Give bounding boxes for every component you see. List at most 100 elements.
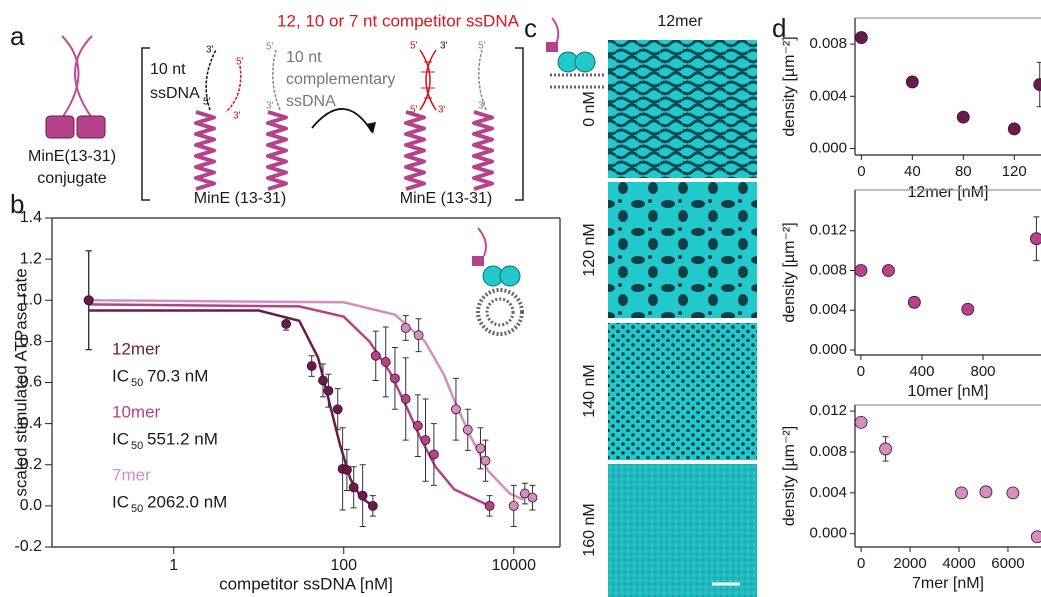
icon-dna [478, 228, 486, 256]
icon-membrane [550, 75, 604, 87]
data-point [1008, 123, 1020, 135]
panel-b-icon [472, 228, 522, 334]
coiled-coil [474, 112, 492, 189]
coiled-coil [406, 112, 424, 189]
y-axis-label-group: density [µm⁻²] [781, 426, 798, 526]
row-label: 0 nM [581, 91, 598, 127]
data-point [324, 386, 333, 395]
diagram-title: 12, 10 or 7 nt competitor ssDNA [277, 11, 520, 30]
legend-ic-value: 70.3 nM [147, 366, 208, 385]
y-axis-label-group: density [µm⁻²] [781, 36, 798, 136]
strand-end: 3' [266, 101, 274, 112]
y-axis-label: density [µm⁻²] [781, 222, 798, 322]
coiled-coil [196, 112, 214, 189]
conjugate-strands [62, 36, 92, 118]
icon-mine [546, 42, 558, 52]
strand-end: 5' [410, 105, 418, 116]
arrow [312, 109, 372, 132]
data-point [980, 486, 992, 498]
strand-end: 5' [236, 57, 244, 68]
x-tick-label: 0 [857, 163, 865, 180]
x-tick-label: 0 [857, 555, 865, 572]
complementary-label: complementary [286, 71, 395, 88]
row-label: 140 nM [581, 364, 598, 417]
data-point [368, 501, 377, 510]
data-point [390, 374, 399, 383]
panel-c: 12mer 0 nM 120 nM 140 nM 160 nM [546, 13, 757, 597]
data-point [476, 444, 485, 453]
figure: a b c d 12, 10 or 7 nt competitor ssDNA … [0, 0, 1041, 597]
legend-ic: IC [112, 429, 129, 448]
legend-name: 10mer [112, 402, 161, 421]
icon-liposome [478, 290, 522, 334]
y-tick-label: 0.0 [20, 497, 42, 514]
x-tick-label: 10000 [491, 557, 536, 574]
x-axis-label: 7mer [nM] [912, 575, 984, 592]
legend-ic-value: 2062.0 nM [147, 492, 227, 511]
legend-ic-value: 551.2 nM [147, 429, 218, 448]
legend-ic: IC [112, 492, 129, 511]
complementary-label: ssDNA [286, 93, 336, 110]
ssdna-label: 10 nt [150, 61, 186, 78]
strand-end: 5' [478, 41, 486, 52]
y-tick-label: 0.000 [809, 525, 847, 542]
strand-end: 3' [206, 45, 214, 56]
image-title: 12mer [657, 13, 703, 30]
data-point [481, 456, 490, 465]
y-tick-label: 1.2 [20, 250, 42, 267]
conjugate-label: MinE(13-31) [28, 148, 116, 165]
legend-ic-sub: 50 [131, 377, 143, 389]
y-axis-label: density [µm⁻²] [781, 426, 798, 526]
x-axis-label: competitor ssDNA [nM] [219, 574, 393, 593]
data-point [855, 416, 867, 428]
strand-end: 5' [203, 97, 211, 108]
row-label-group: 140 nM [581, 364, 598, 417]
data-point [957, 111, 969, 123]
arrow-head [366, 122, 376, 134]
data-point [955, 487, 967, 499]
competitor-strand [226, 66, 241, 112]
data-point [855, 265, 867, 277]
data-point [855, 32, 867, 44]
data-point [1031, 531, 1041, 543]
x-tick-label: 0 [857, 363, 865, 380]
data-point [413, 421, 422, 430]
y-tick-label: -0.2 [14, 538, 42, 555]
x-tick-label: 40 [904, 163, 921, 180]
y-tick-label: 0.004 [809, 87, 847, 104]
data-point [371, 351, 380, 360]
chart: -0.20.00.20.40.60.81.01.21.4110010000com… [11, 209, 560, 593]
x-tick-label: 2000 [893, 555, 926, 572]
row-label-group: 0 nM [581, 91, 598, 127]
legend-ic-sub: 50 [131, 440, 143, 452]
data-point [528, 493, 537, 502]
icon-mind [500, 266, 520, 286]
mine-block [77, 116, 105, 138]
data-point [358, 491, 367, 500]
y-tick-label: 0.000 [809, 139, 847, 156]
mine-label: MinE (13-31) [400, 190, 492, 207]
legend-ic-sub: 50 [131, 503, 143, 515]
data-point [307, 362, 316, 371]
data-point [333, 405, 342, 414]
data-point [485, 501, 494, 510]
data-point [906, 76, 918, 88]
micrograph-pattern [608, 182, 757, 318]
y-tick-label: 0.008 [809, 261, 847, 278]
x-tick-label: 100 [330, 557, 357, 574]
micrograph-pattern [608, 464, 757, 597]
y-axis-label: scaled stimulated ATPase rate [11, 268, 30, 496]
y-tick-label: 0.008 [809, 443, 847, 460]
row-label: 120 nM [581, 223, 598, 276]
data-point [84, 296, 93, 305]
icon-mine [472, 256, 484, 266]
y-axis-label: density [µm⁻²] [781, 36, 798, 136]
data-point [962, 303, 974, 315]
data-point [1030, 233, 1041, 245]
strand-end: 3' [438, 105, 446, 116]
y-tick-label: 0.000 [809, 341, 847, 358]
x-axis-label: 12mer [nM] [908, 184, 989, 201]
y-tick-label: 0.008 [809, 35, 847, 52]
